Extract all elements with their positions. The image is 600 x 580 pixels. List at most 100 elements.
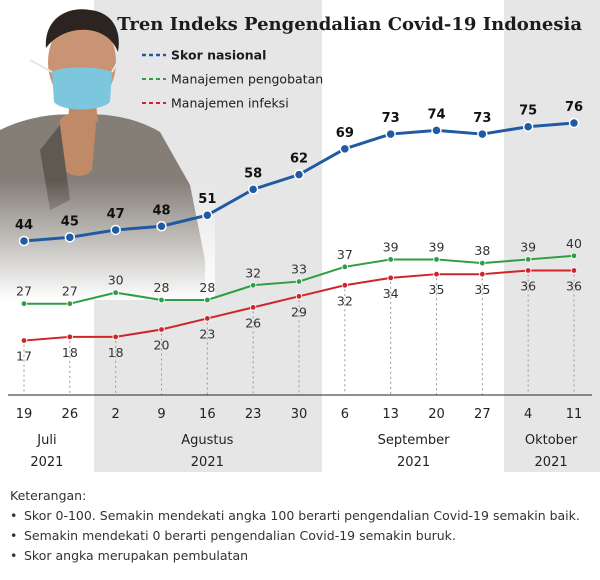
note-text: Semakin mendekati 0 berarti pengendalian… bbox=[24, 528, 456, 543]
data-label: 36 bbox=[566, 279, 582, 294]
data-point bbox=[112, 333, 119, 341]
data-point bbox=[110, 224, 121, 236]
data-point bbox=[570, 252, 578, 259]
data-point bbox=[66, 300, 74, 307]
data-label: 33 bbox=[291, 262, 307, 277]
note-item: • Skor 0-100. Semakin mendekati angka 100… bbox=[10, 506, 595, 526]
data-label: 39 bbox=[429, 239, 445, 254]
data-point bbox=[293, 169, 305, 180]
data-label: 76 bbox=[565, 100, 583, 115]
year-label: 2021 bbox=[191, 455, 224, 470]
data-label: 17 bbox=[16, 349, 32, 364]
data-label: 74 bbox=[427, 107, 445, 122]
data-label: 73 bbox=[382, 111, 400, 126]
data-point bbox=[204, 315, 211, 322]
data-point bbox=[339, 143, 351, 155]
data-point bbox=[66, 333, 74, 341]
vertical-guides bbox=[23, 274, 575, 395]
legend: Skor nasional Manajemen pengobatan Manaj… bbox=[142, 48, 323, 111]
data-point bbox=[20, 337, 28, 344]
year-label: 2021 bbox=[30, 455, 63, 470]
chart-title: Tren Indeks Pengendalian Covid-19 Indone… bbox=[117, 14, 582, 35]
data-point bbox=[479, 270, 486, 278]
data-point bbox=[524, 256, 532, 263]
data-point bbox=[247, 184, 259, 195]
data-labels: 44 45 47 48 51 58 62 69 73 74 73 75 76 27 27 30 28 28 32 33… bbox=[15, 100, 583, 364]
data-label: 37 bbox=[337, 247, 353, 262]
bullet-icon: • bbox=[10, 508, 18, 523]
data-point bbox=[249, 282, 257, 289]
data-label: 62 bbox=[290, 152, 308, 167]
data-label: 26 bbox=[245, 315, 261, 330]
data-label: 29 bbox=[291, 304, 307, 319]
notes-heading: Keterangan: bbox=[10, 488, 87, 503]
x-tick-label: 23 bbox=[245, 407, 262, 422]
data-point bbox=[295, 278, 303, 285]
x-tick-label: 6 bbox=[341, 407, 349, 422]
month-label: Juli bbox=[36, 433, 56, 448]
x-tick-label: 27 bbox=[474, 407, 491, 422]
data-label: 18 bbox=[108, 345, 124, 360]
data-label: 27 bbox=[16, 284, 32, 299]
x-tick-label: 16 bbox=[199, 407, 216, 422]
note-text: Skor angka merupakan pembulatan bbox=[24, 548, 249, 563]
bullet-icon: • bbox=[10, 548, 18, 563]
data-label: 30 bbox=[108, 273, 124, 288]
x-tick-labels: 19 26 2 9 16 23 30 6 13 20 27 4 11 bbox=[16, 407, 583, 422]
note-item: • Semakin mendekati 0 berarti pengendalia… bbox=[10, 526, 595, 546]
data-point bbox=[64, 232, 76, 243]
data-label: 75 bbox=[519, 104, 537, 119]
data-point bbox=[204, 296, 211, 304]
data-label: 40 bbox=[566, 236, 582, 251]
month-label: September bbox=[378, 433, 451, 448]
data-point bbox=[479, 259, 486, 267]
data-point bbox=[112, 289, 119, 296]
data-label: 32 bbox=[337, 293, 353, 308]
data-label: 39 bbox=[520, 239, 536, 254]
data-point bbox=[249, 304, 257, 311]
data-point bbox=[477, 128, 488, 140]
legend-label: Manajemen pengobatan bbox=[171, 72, 323, 87]
data-point bbox=[295, 293, 303, 300]
month-labels: Juli 2021 Agustus 2021 September 2021 Oktober 2… bbox=[30, 433, 578, 470]
month-label: Agustus bbox=[181, 433, 233, 448]
data-label: 27 bbox=[62, 284, 78, 299]
x-tick-label: 26 bbox=[62, 407, 79, 422]
data-point bbox=[202, 209, 213, 221]
legend-item-manajemen-pengobatan: Manajemen pengobatan bbox=[142, 72, 323, 87]
data-point bbox=[431, 125, 442, 136]
legend-label: Skor nasional bbox=[171, 48, 266, 63]
x-tick-label: 11 bbox=[566, 407, 583, 422]
x-tick-label: 20 bbox=[428, 407, 445, 422]
x-tick-label: 13 bbox=[382, 407, 399, 422]
data-label: 36 bbox=[520, 279, 536, 294]
data-label: 58 bbox=[244, 166, 262, 181]
x-tick-label: 9 bbox=[157, 407, 165, 422]
data-label: 47 bbox=[107, 207, 125, 222]
data-point bbox=[568, 117, 580, 129]
data-point bbox=[570, 267, 578, 274]
note-text: Skor 0-100. Semakin mendekati angka 100 … bbox=[24, 508, 580, 523]
data-point bbox=[433, 256, 440, 263]
x-tick-label: 19 bbox=[16, 407, 33, 422]
data-point bbox=[20, 300, 28, 307]
data-label: 51 bbox=[198, 192, 216, 207]
data-label: 73 bbox=[473, 111, 491, 126]
data-point bbox=[522, 121, 534, 132]
data-label: 35 bbox=[429, 282, 445, 297]
data-point bbox=[387, 274, 394, 282]
note-item: • Skor angka merupakan pembulatan bbox=[10, 546, 595, 566]
data-point bbox=[158, 326, 165, 333]
data-label: 44 bbox=[15, 218, 33, 233]
notes: Keterangan: • Skor 0-100. Semakin mendeka… bbox=[10, 486, 595, 566]
legend-label: Manajemen infeksi bbox=[171, 96, 289, 111]
legend-item-manajemen-infeksi: Manajemen infeksi bbox=[142, 96, 289, 111]
data-label: 38 bbox=[474, 243, 490, 258]
data-label: 28 bbox=[154, 280, 170, 295]
data-label: 69 bbox=[336, 126, 354, 141]
year-label: 2021 bbox=[535, 455, 568, 470]
year-label: 2021 bbox=[397, 455, 430, 470]
data-label: 48 bbox=[152, 203, 170, 218]
data-point bbox=[341, 263, 349, 271]
data-label: 45 bbox=[61, 214, 79, 229]
